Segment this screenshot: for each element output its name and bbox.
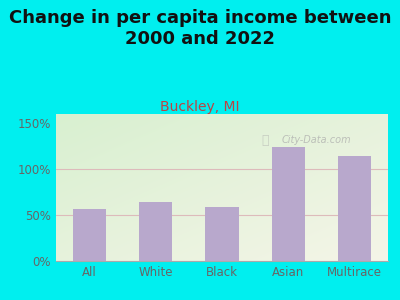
Bar: [272, 147, 305, 261]
Bar: [206, 207, 238, 261]
Text: City-Data.com: City-Data.com: [282, 136, 351, 146]
Text: Buckley, MI: Buckley, MI: [160, 100, 240, 115]
Text: Change in per capita income between
2000 and 2022: Change in per capita income between 2000…: [9, 9, 391, 48]
Bar: [338, 156, 372, 261]
Bar: [139, 202, 172, 261]
Bar: [73, 208, 106, 261]
Text: ⌕: ⌕: [262, 134, 269, 147]
